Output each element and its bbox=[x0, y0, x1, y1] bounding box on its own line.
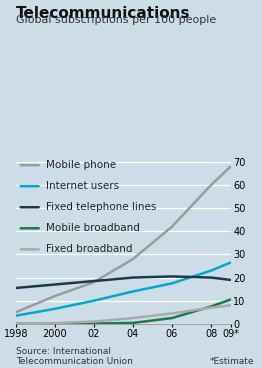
Text: Mobile phone: Mobile phone bbox=[46, 160, 116, 170]
Text: Telecommunications: Telecommunications bbox=[16, 6, 190, 21]
Text: Fixed telephone lines: Fixed telephone lines bbox=[46, 202, 156, 212]
Text: *Estimate: *Estimate bbox=[210, 357, 254, 366]
Text: Internet users: Internet users bbox=[46, 181, 119, 191]
Text: Fixed broadband: Fixed broadband bbox=[46, 244, 132, 254]
Text: Global subscriptions per 100 people: Global subscriptions per 100 people bbox=[16, 15, 216, 25]
Text: Mobile broadband: Mobile broadband bbox=[46, 223, 140, 233]
Text: Source: International
Telecommunication Union: Source: International Telecommunication … bbox=[16, 347, 133, 366]
